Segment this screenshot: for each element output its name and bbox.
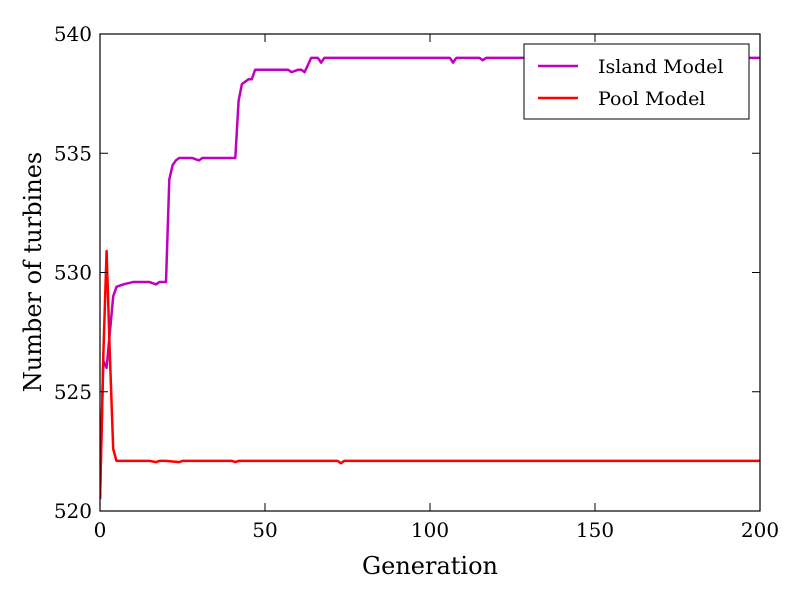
- legend-label-island-model: Island Model: [598, 56, 723, 78]
- y-tick-label: 535: [54, 141, 92, 165]
- y-tick-label: 520: [54, 499, 92, 523]
- series-layer: [100, 56, 760, 500]
- series-line-pool-model: [100, 249, 760, 500]
- legend-label-pool-model: Pool Model: [598, 88, 705, 110]
- y-tick-label: 525: [54, 380, 92, 404]
- legend-box: [523, 43, 750, 120]
- y-tick-label: 530: [54, 261, 92, 285]
- y-axis-label: Number of turbines: [19, 152, 47, 392]
- x-tick-label: 100: [411, 518, 449, 542]
- legend: Island Model Pool Model: [523, 43, 750, 120]
- x-tick-label: 200: [741, 518, 779, 542]
- series-line-island-model: [100, 56, 760, 500]
- x-axis-label: Generation: [362, 552, 498, 580]
- y-tick-label: 540: [54, 22, 92, 46]
- x-tick-label: 150: [576, 518, 614, 542]
- x-tick-label: 0: [94, 518, 107, 542]
- x-tick-label: 50: [252, 518, 277, 542]
- ticks-layer: 0 50 100 150 200 520 525 530 535 540: [54, 22, 779, 542]
